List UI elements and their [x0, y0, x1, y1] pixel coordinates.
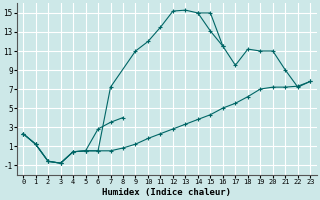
X-axis label: Humidex (Indice chaleur): Humidex (Indice chaleur) — [102, 188, 231, 197]
